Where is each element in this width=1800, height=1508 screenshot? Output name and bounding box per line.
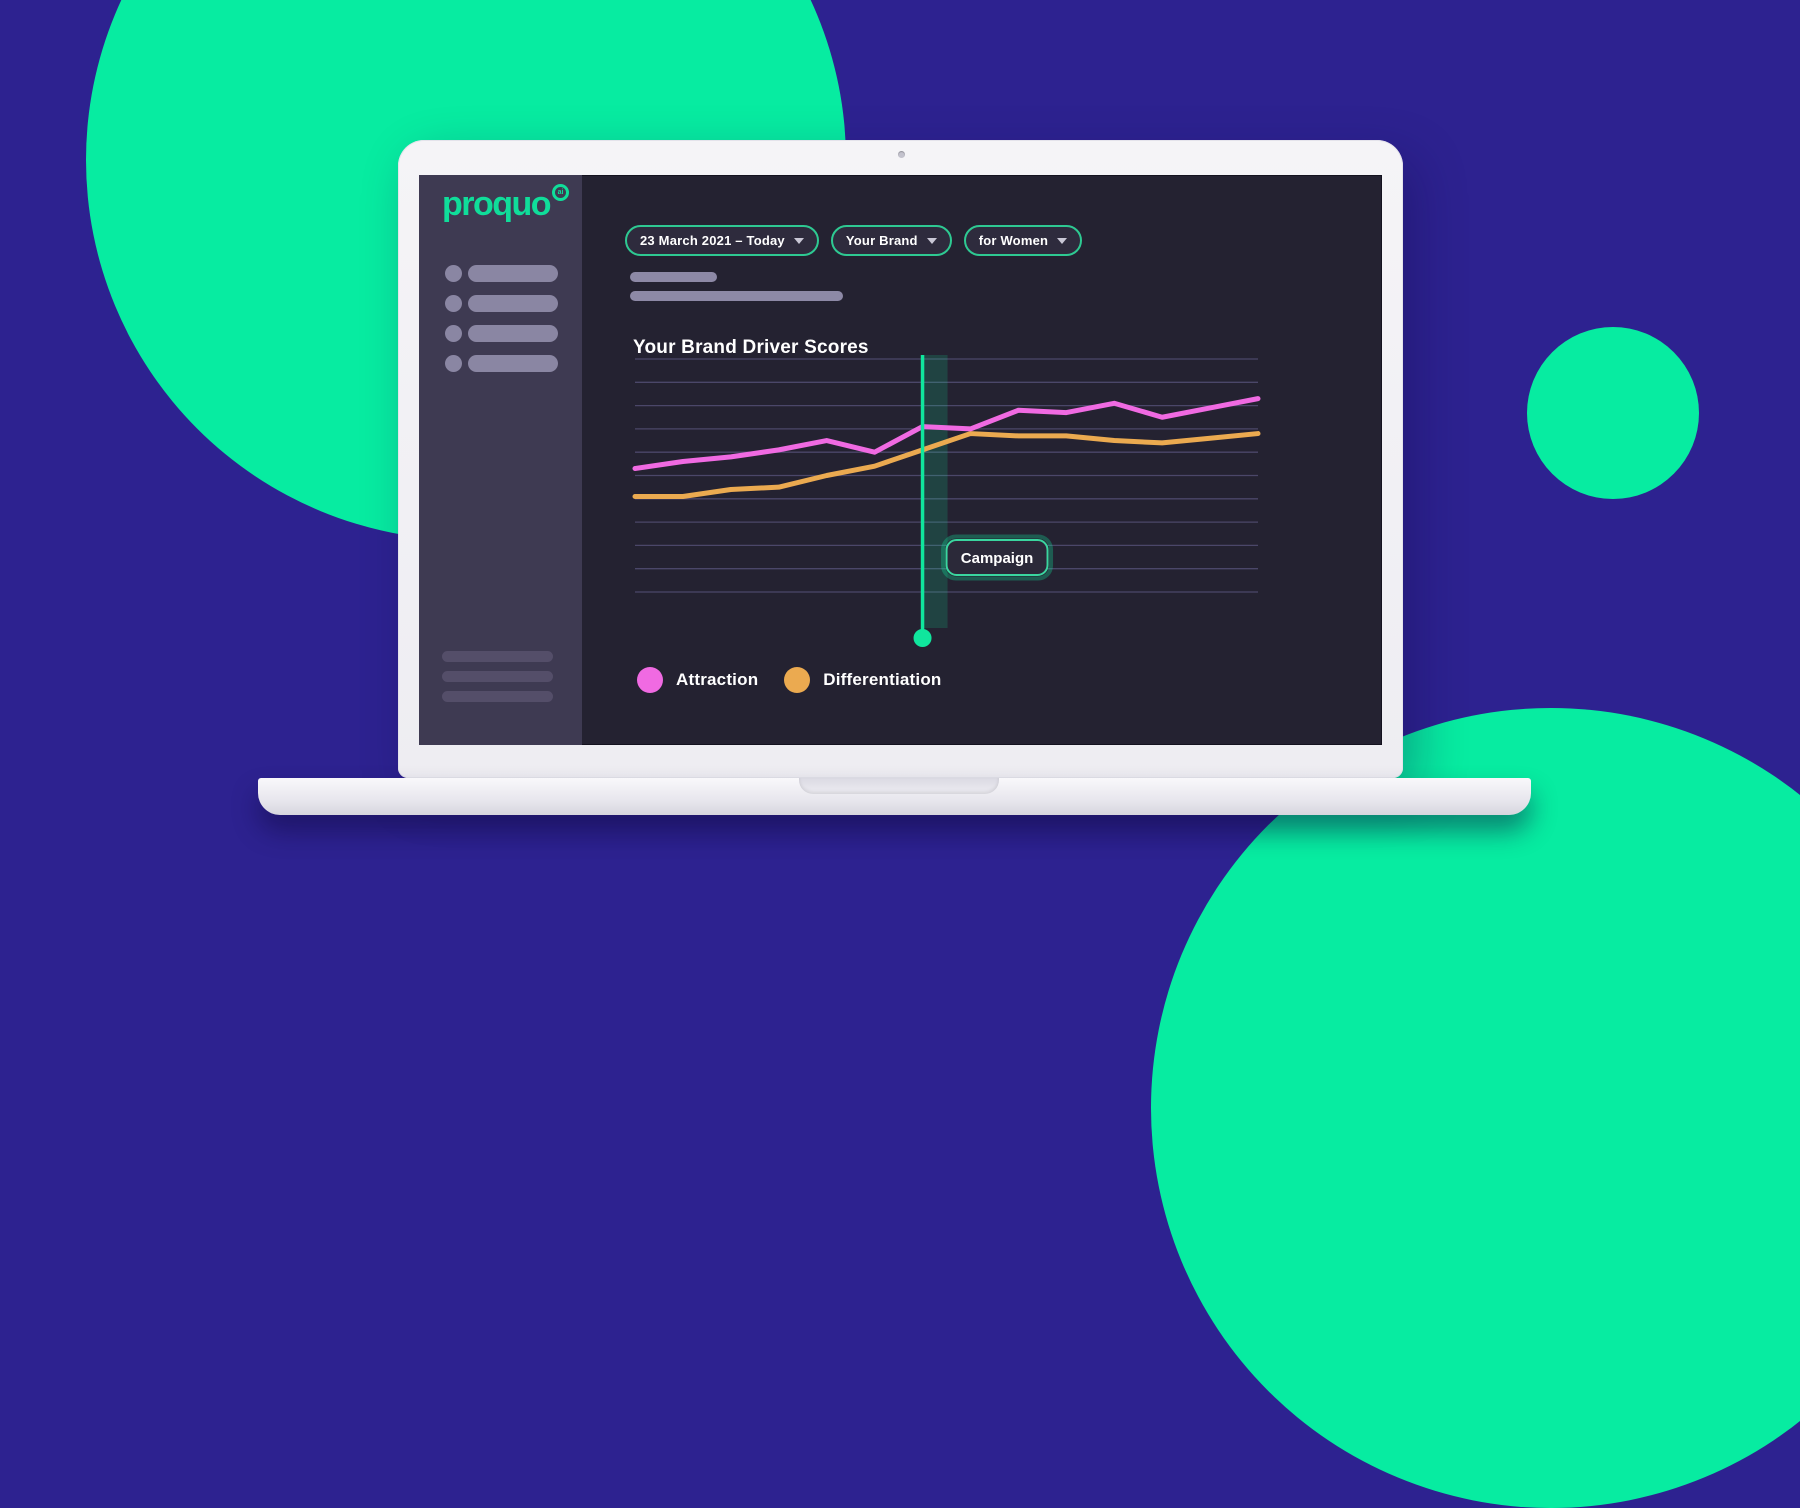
- logo-text: proquo: [442, 185, 552, 223]
- audience-filter[interactable]: for Women: [963, 225, 1083, 256]
- nav-bullet-icon: [445, 295, 462, 312]
- chevron-down-icon: [926, 237, 937, 244]
- campaign-label: Campaign: [961, 550, 1034, 567]
- legend-item-attraction: Attraction: [637, 667, 758, 693]
- nav-label-placeholder: [468, 325, 558, 342]
- nav-label-placeholder: [468, 295, 558, 312]
- legend-label: Attraction: [676, 670, 759, 689]
- page-title: Your Brand Driver Scores: [633, 336, 869, 358]
- nav-bullet-icon: [445, 325, 462, 342]
- brand-filter[interactable]: Your Brand: [830, 225, 952, 256]
- nav-label-placeholder: [468, 265, 558, 282]
- chart-legend: Attraction Differentiation: [637, 667, 942, 693]
- chevron-down-icon: [793, 237, 804, 244]
- differentiation-swatch-icon: [784, 667, 811, 693]
- nav-label-placeholder: [468, 355, 558, 372]
- campaign-marker-pill[interactable]: [945, 539, 1049, 576]
- sidebar-nav-item-2[interactable]: [445, 295, 558, 312]
- bg-circle-right: [1527, 327, 1699, 499]
- sidebar-nav-item-4[interactable]: [445, 355, 558, 372]
- brand-driver-chart: Campaign: [632, 355, 1261, 647]
- webcam-icon: [898, 151, 905, 158]
- heading-placeholder: [630, 272, 717, 282]
- sidebar-nav-item-1[interactable]: [445, 265, 558, 282]
- date-range-label: 23 March 2021 – Today: [640, 233, 785, 248]
- date-range-filter[interactable]: 23 March 2021 – Today: [625, 225, 819, 256]
- brand-filter-label: Your Brand: [845, 233, 918, 248]
- chevron-down-icon: [1057, 237, 1068, 244]
- legend-label: Differentiation: [823, 670, 942, 689]
- sidebar-nav-item-3[interactable]: [445, 325, 558, 342]
- app-screen: proquo ai: [419, 175, 1382, 745]
- sidebar-footer-placeholder: [442, 691, 553, 702]
- laptop-base: [258, 778, 1531, 815]
- campaign-band: [923, 355, 948, 628]
- bg-circle-bottom-right: [1151, 708, 1800, 1508]
- laptop-base-notch: [799, 778, 999, 794]
- sidebar: proquo ai: [419, 175, 582, 745]
- subheading-placeholder: [630, 291, 843, 301]
- filter-bar: 23 March 2021 – Today Your Brand for Wom…: [625, 225, 1083, 256]
- brand-logo[interactable]: proquo ai: [442, 184, 570, 223]
- series-line-differentiation: [632, 431, 1261, 499]
- laptop-frame: proquo ai: [398, 140, 1403, 778]
- attraction-swatch-icon: [637, 667, 663, 693]
- nav-bullet-icon: [445, 265, 462, 282]
- campaign-pill-glow: [941, 534, 1054, 581]
- sidebar-footer-placeholder: [442, 671, 553, 682]
- series-line-attraction: [632, 396, 1261, 472]
- sidebar-footer-placeholder: [442, 651, 553, 662]
- nav-bullet-icon: [445, 355, 462, 372]
- audience-filter-label: for Women: [978, 233, 1049, 248]
- legend-item-differentiation: Differentiation: [784, 667, 941, 693]
- main-content: 23 March 2021 – Today Your Brand for Wom…: [582, 175, 1382, 745]
- logo-ai-badge: ai: [552, 184, 570, 201]
- campaign-dot: [913, 629, 932, 647]
